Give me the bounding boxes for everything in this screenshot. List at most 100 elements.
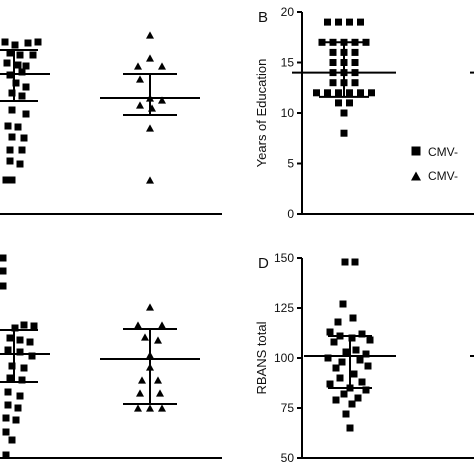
panel-a-g1-point xyxy=(29,51,37,59)
panel-a-g1-point xyxy=(16,160,24,168)
panel-b-g1-point xyxy=(335,89,342,97)
panel-c-g2-point xyxy=(146,303,154,311)
panel-c-g1-point xyxy=(28,352,36,360)
panel-a-g1-point xyxy=(4,122,12,130)
panel-a-g2-point xyxy=(146,124,154,132)
panel-a-g1-point xyxy=(6,157,14,165)
panel-c-g2-point xyxy=(134,404,142,412)
panel-a-g1-point xyxy=(20,134,28,142)
panel-c-g1-point xyxy=(0,267,7,275)
panel-d-g1-point xyxy=(332,364,340,372)
panel-d-g1-point xyxy=(366,336,374,344)
panel-a-g2-point xyxy=(146,54,154,62)
panel-c-g1-point xyxy=(4,346,12,354)
panel-d-g1-point xyxy=(342,410,350,418)
panel-c-g1-point xyxy=(20,321,28,329)
panel-c-g2-point xyxy=(154,376,162,384)
panel-b-g1-point xyxy=(368,89,375,97)
panel-c-g2-point xyxy=(146,404,154,412)
panel-a-g1-point xyxy=(24,39,32,47)
panel-a-g1-point xyxy=(11,41,19,49)
panel-c-g2-point xyxy=(158,404,166,412)
panel-b-g1-point xyxy=(329,79,337,87)
panel-c-g1-point xyxy=(16,392,24,400)
panel-d-g1-point xyxy=(338,358,346,366)
panel-b-g1-point xyxy=(324,89,331,97)
panel-a-g1-point xyxy=(3,59,11,67)
panel-b-g1-point xyxy=(340,129,348,137)
panel-d-g1-point xyxy=(326,380,334,388)
panel-b-g1-point xyxy=(335,99,342,107)
panel-d-g1-point xyxy=(352,346,360,354)
panel-b-g1-point xyxy=(329,59,337,66)
panel-a-g1-point xyxy=(22,62,30,70)
panel-a-g1-point xyxy=(18,68,26,76)
panel-c-g1-point xyxy=(2,414,10,422)
panel-a-g1-point xyxy=(16,51,24,59)
panel-b-g1-point xyxy=(351,79,359,87)
panel-d-g1-point xyxy=(334,318,342,326)
panel-c-g2-point xyxy=(141,333,149,341)
panel-d-g1-point xyxy=(362,386,370,394)
panel-d-y-tick-label: 50 xyxy=(281,451,295,465)
panel-d-g1-point xyxy=(340,390,348,398)
panel-b-g1-point xyxy=(329,48,337,56)
panel-a-g2-point xyxy=(134,62,142,70)
panel-a-g2-point xyxy=(136,75,144,83)
panel-b-g1-point xyxy=(324,18,331,26)
panel-c-g2-point xyxy=(156,389,164,397)
panel-b-y-tick-label: 0 xyxy=(287,207,294,221)
panel-d-y-axis-label: RBANS total xyxy=(254,321,269,394)
panel-b-g1-point xyxy=(357,18,364,26)
panel-b-g1-point xyxy=(346,99,353,107)
panel-c-g1-point xyxy=(11,324,19,332)
panel-d-y-tick-label: 125 xyxy=(274,301,294,315)
panel-c-g1-point xyxy=(0,254,7,262)
panel-d-g1-point xyxy=(356,356,364,364)
panel-a-g1-point xyxy=(8,133,16,141)
panel-a-g1-point xyxy=(14,61,22,69)
panel-a-g1-point xyxy=(6,146,14,154)
panel-c-g1-point xyxy=(8,436,16,444)
panel-d-g1-point xyxy=(364,362,372,370)
panel-b-y-axis-label: Years of Education xyxy=(254,59,269,168)
panel-a-g1-point xyxy=(18,92,26,100)
panel-d-g1-point xyxy=(348,400,356,408)
legend-label-1: CMV- xyxy=(428,145,458,159)
panel-c-g2-point xyxy=(138,376,146,384)
panel-a-g1-point xyxy=(14,123,22,131)
panel-b-g1-point xyxy=(346,89,353,97)
panel-c-g1-point xyxy=(8,362,16,370)
panel-c-g2-point xyxy=(136,389,144,397)
panel-d-g1-point xyxy=(350,370,358,378)
panel-a-g1-point xyxy=(1,38,9,46)
panel-d-g1-point xyxy=(346,424,354,432)
panel-a-g1-point xyxy=(12,79,20,87)
panel-c-g1-point xyxy=(18,376,26,384)
panel-b-y-tick-label: 5 xyxy=(287,157,294,171)
panel-c-g1-point xyxy=(20,364,28,372)
panel-b-g1-point xyxy=(351,48,359,56)
panel-d-g1-point xyxy=(342,348,350,356)
panel-d-letter: D xyxy=(258,255,269,272)
panel-d-g1-point xyxy=(358,330,366,338)
panel-c-g1-point xyxy=(26,338,34,346)
panel-b-letter: B xyxy=(258,9,268,26)
legend-label-2: CMV- xyxy=(428,169,458,183)
panel-b-g1-point xyxy=(335,18,342,26)
panel-b-y-tick-label: 10 xyxy=(281,106,295,120)
panel-d-y-tick-label: 150 xyxy=(274,251,294,265)
panel-c-g1-point xyxy=(2,451,10,459)
panel-b-g1-point xyxy=(340,109,348,117)
panel-c-g2-point xyxy=(154,336,162,344)
panel-c-g2-point xyxy=(134,321,142,329)
panel-b-y-tick-label: 20 xyxy=(281,5,295,19)
panel-d-g1-point xyxy=(358,378,366,386)
panel-d-g1-point xyxy=(332,396,340,404)
panel-b-g1-point xyxy=(357,89,364,97)
legend-square-icon xyxy=(411,146,421,156)
panel-a-g1-point xyxy=(8,176,16,184)
panel-c-g1-point xyxy=(6,334,14,342)
panel-d-y-tick-label: 75 xyxy=(281,401,295,415)
